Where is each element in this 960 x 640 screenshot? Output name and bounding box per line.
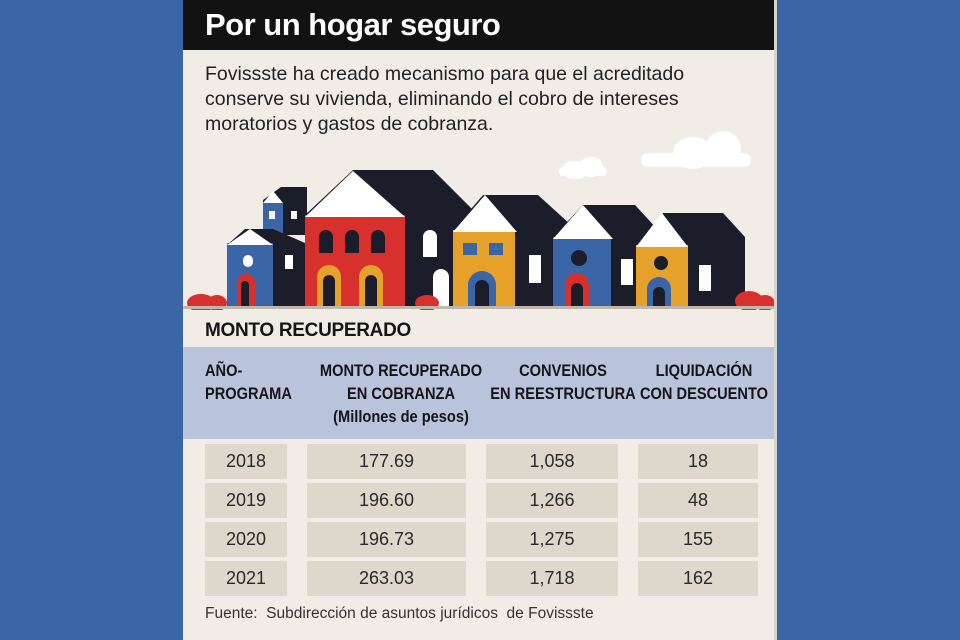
table-cell-agreements: 1,058 bbox=[486, 444, 618, 479]
table-cell-agreements: 1,275 bbox=[486, 522, 618, 557]
page-title: Por un hogar seguro bbox=[205, 7, 501, 42]
table-cell-discount: 18 bbox=[638, 444, 758, 479]
table-cell-amount: 263.03 bbox=[307, 561, 466, 596]
infographic-card: Por un hogar seguro Fovissste ha creado … bbox=[183, 0, 777, 640]
table-cell-amount: 196.60 bbox=[307, 483, 466, 518]
title-bar: Por un hogar seguro bbox=[183, 0, 777, 50]
cloud-icon bbox=[559, 131, 751, 179]
subtitle-text: Fovissste ha creado mecanismo para que e… bbox=[205, 63, 685, 135]
table-cell-agreements: 1,718 bbox=[486, 561, 618, 596]
table-cell-year: 2020 bbox=[205, 522, 287, 557]
houses-illustration bbox=[187, 131, 775, 310]
source-note: Fuente: Subdirección de asuntos jurídico… bbox=[205, 605, 594, 622]
table-cell-discount: 155 bbox=[638, 522, 758, 557]
table-cell-amount: 177.69 bbox=[307, 444, 466, 479]
column-header-discount: LIQUIDACIÓN CON DESCUENTO bbox=[639, 361, 769, 403]
ground-line bbox=[183, 306, 777, 309]
table-cell-amount: 196.73 bbox=[307, 522, 466, 557]
table-cell-year: 2019 bbox=[205, 483, 287, 518]
table-cell-discount: 162 bbox=[638, 561, 758, 596]
column-header-amount: MONTO RECUPERADO EN COBRANZA (Millones d… bbox=[319, 361, 483, 426]
table-cell-year: 2018 bbox=[205, 444, 287, 479]
table-cell-discount: 48 bbox=[638, 483, 758, 518]
section-title: MONTO RECUPERADO bbox=[205, 320, 411, 341]
table-cell-agreements: 1,266 bbox=[486, 483, 618, 518]
table-header: AÑO- PROGRAMA MONTO RECUPERADO EN COBRAN… bbox=[183, 347, 777, 439]
column-header-agreements: CONVENIOS EN REESTRUCTURA bbox=[490, 361, 636, 403]
column-header-year: AÑO- PROGRAMA bbox=[205, 361, 292, 403]
table-cell-year: 2021 bbox=[205, 561, 287, 596]
